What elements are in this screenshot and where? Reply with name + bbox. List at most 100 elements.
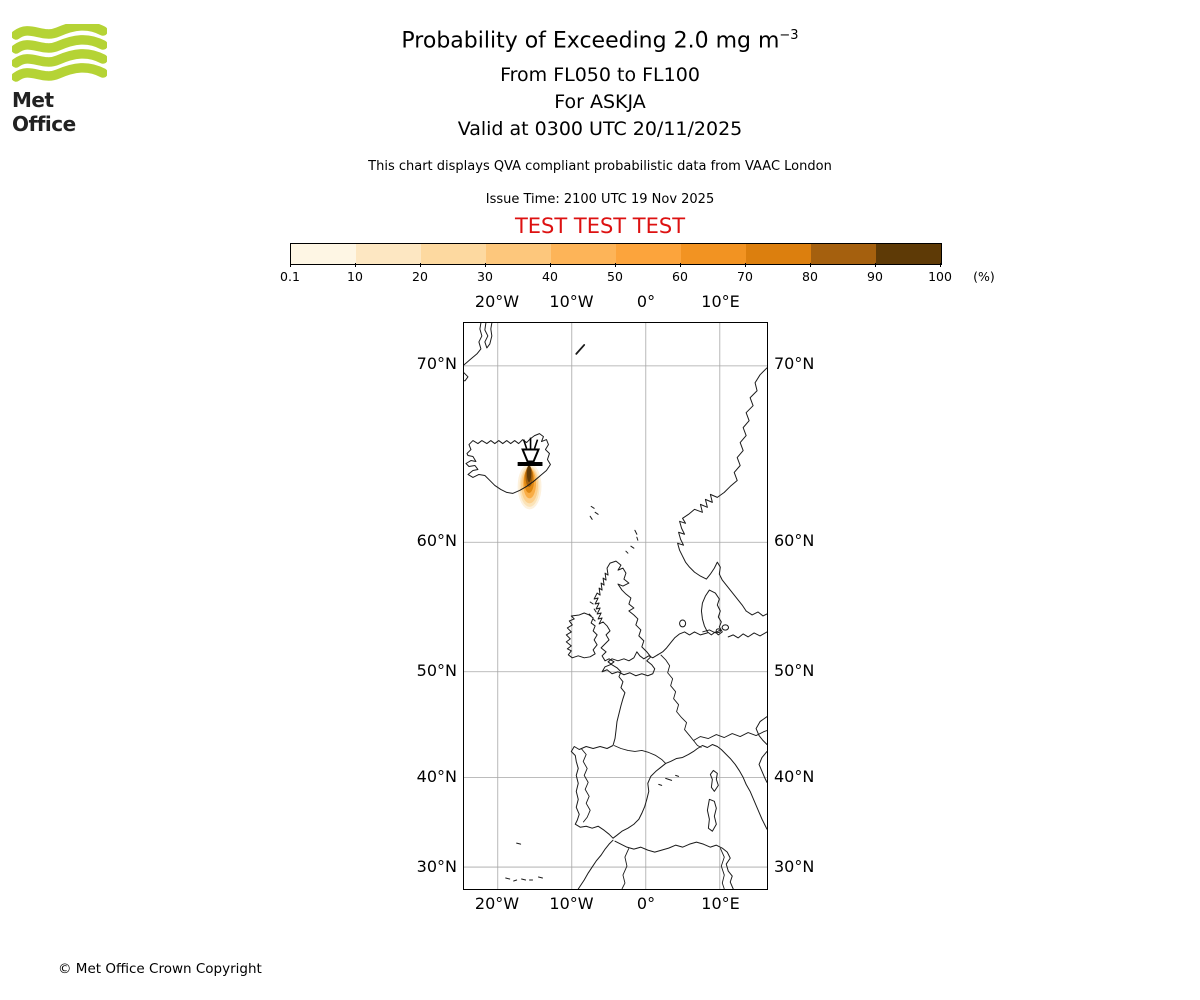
border-alps — [693, 730, 767, 741]
colorbar-tick — [484, 263, 486, 267]
lat-tick-label-left: 40°N — [416, 767, 457, 786]
colorbar-segment-70 — [746, 244, 811, 264]
coast-greenland — [464, 323, 493, 382]
coast-denmark — [700, 589, 729, 636]
subtitle-flight-levels: From FL050 to FL100 — [500, 64, 700, 86]
colorbar-tick-label: 40 — [542, 269, 558, 284]
volcano-funnel-icon — [521, 448, 540, 463]
lat-tick-label-left: 70°N — [416, 354, 457, 373]
colorbar-tick — [289, 263, 291, 267]
page-title-exponent: −3 — [779, 28, 799, 43]
colorbar-segment-0.1 — [291, 244, 356, 264]
colorbar-tick-label: 70 — [737, 269, 753, 284]
coastlines — [464, 323, 767, 889]
coast-corsica — [709, 769, 719, 792]
colorbar-segment-40 — [551, 244, 616, 264]
coast-canaries-madeira — [505, 842, 543, 882]
colorbar-tick — [874, 263, 876, 267]
lat-tick-label-left: 50°N — [416, 661, 457, 680]
colorbar-tick — [744, 263, 746, 267]
coast-norway — [677, 367, 767, 612]
coast-shetland-orkney — [625, 529, 639, 554]
colorbar-tick-label: 80 — [802, 269, 818, 284]
border-north-africa — [621, 847, 725, 889]
ash-plume-layer-90pct — [526, 464, 532, 482]
subtitle-volcano: For ASKJA — [554, 91, 646, 113]
lon-tick-label-bottom: 0° — [636, 894, 656, 913]
lat-tick-label-right: 40°N — [774, 767, 815, 786]
ash-plume — [517, 463, 542, 510]
coast-faroes — [589, 505, 599, 520]
coast-hebrides — [588, 601, 597, 622]
met-office-logo-text: Met Office — [12, 88, 76, 136]
coast-ireland — [565, 612, 598, 659]
map-svg — [464, 323, 767, 889]
colorbar-unit-label: (%) — [973, 269, 995, 284]
eruption-lines-icon — [522, 437, 539, 449]
colorbar-tick-label: 30 — [477, 269, 493, 284]
colorbar-tick-label: 50 — [607, 269, 623, 284]
coast-iceland — [465, 433, 551, 494]
met-office-logo: Met Office — [11, 21, 122, 136]
colorbar-segment-10 — [356, 244, 421, 264]
colorbar-tick-label: 60 — [672, 269, 688, 284]
country-borders — [580, 629, 767, 889]
coast-adriatic — [755, 716, 767, 783]
lat-tick-label-right: 30°N — [774, 857, 815, 876]
coast-sweden-baltic — [727, 610, 767, 639]
probability-colorbar — [290, 243, 942, 265]
colorbar-tick-label: 10 — [347, 269, 363, 284]
page-title: Probability of Exceeding 2.0 mg m−3 — [0, 28, 1200, 53]
data-source-note: This chart displays QVA compliant probab… — [368, 159, 832, 174]
colorbar-segment-60 — [681, 244, 746, 264]
colorbar-tick — [419, 263, 421, 267]
colorbar-segment-80 — [811, 244, 876, 264]
colorbar-tick — [549, 263, 551, 267]
map-area — [463, 322, 768, 890]
lon-tick-label-top: 10°W — [549, 292, 594, 311]
coast-great-britain — [593, 560, 656, 677]
colorbar-segment-20 — [421, 244, 486, 264]
lon-tick-label-top: 20°W — [474, 292, 520, 311]
colorbar-tick-label: 20 — [412, 269, 428, 284]
lat-tick-label-left: 60°N — [416, 531, 457, 550]
coast-jan-mayen — [575, 344, 586, 355]
test-banner: TEST TEST TEST — [514, 214, 686, 238]
lon-tick-label-top: 10°E — [701, 292, 740, 311]
colorbar-tick — [614, 263, 616, 267]
subtitle-valid-time: Valid at 0300 UTC 20/11/2025 — [457, 118, 743, 140]
lat-tick-label-left: 30°N — [416, 857, 457, 876]
lat-tick-label-right: 50°N — [774, 661, 815, 680]
colorbar-tick-label: 90 — [867, 269, 883, 284]
coast-north-sea — [657, 619, 708, 656]
colorbar-tick-label: 0.1 — [280, 269, 300, 284]
coast-north-africa — [577, 839, 734, 889]
volcano-marker — [517, 437, 543, 466]
coast-sardinia — [706, 798, 717, 832]
copyright-notice: © Met Office Crown Copyright — [58, 961, 262, 977]
colorbar-tick — [354, 263, 356, 267]
border-spain-portugal — [580, 748, 591, 823]
colorbar-tick — [809, 263, 811, 267]
met-office-waves-icon — [11, 21, 108, 82]
colorbar-segment-50 — [616, 244, 681, 264]
coast-france-iberia-med — [570, 651, 767, 839]
border-france-east — [660, 654, 702, 748]
colorbar-segment-90 — [876, 244, 941, 264]
page-title-text: Probability of Exceeding 2.0 mg m — [401, 28, 780, 54]
lon-tick-label-bottom: 10°E — [701, 894, 740, 913]
border-pyrenees — [613, 745, 666, 764]
lon-tick-label-bottom: 20°W — [474, 894, 520, 913]
graticule-gridlines — [464, 323, 767, 889]
lon-tick-label-top: 0° — [636, 292, 656, 311]
border-denmark-germany — [702, 629, 721, 634]
colorbar-segment-30 — [486, 244, 551, 264]
issue-time: Issue Time: 2100 UTC 19 Nov 2025 — [485, 192, 715, 207]
coast-balearics — [658, 774, 680, 786]
lat-tick-label-right: 70°N — [774, 354, 815, 373]
colorbar-tick — [939, 263, 941, 267]
lat-tick-label-right: 60°N — [774, 531, 815, 550]
colorbar-tick-label: 100 — [928, 269, 952, 284]
colorbar-tick — [679, 263, 681, 267]
